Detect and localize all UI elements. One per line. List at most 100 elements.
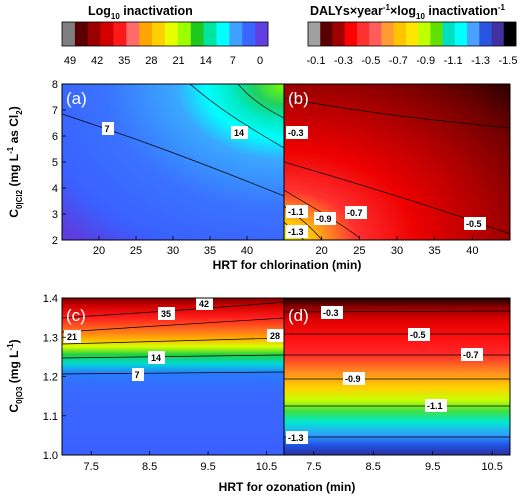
colorbar-swatch bbox=[369, 22, 382, 46]
x-tick-label: 25 bbox=[353, 245, 365, 257]
y-tick-label: 1.2 bbox=[43, 372, 58, 384]
colorbar-swatch bbox=[139, 22, 153, 46]
y-tick-label: 6 bbox=[52, 131, 58, 143]
colorbar-swatch bbox=[467, 22, 480, 46]
contour-label-bg bbox=[132, 368, 144, 381]
contour-label: -0.5 bbox=[466, 219, 482, 229]
contour-label: 35 bbox=[161, 309, 171, 319]
colorbar-swatch bbox=[62, 22, 76, 46]
colorbar-tick-label: 14 bbox=[200, 55, 212, 67]
colorbar-swatch bbox=[344, 22, 358, 46]
contour-label: 7 bbox=[135, 370, 140, 380]
x-tick-label: 7.5 bbox=[84, 461, 99, 473]
colorbar-frame bbox=[61, 21, 269, 47]
contour-line bbox=[62, 113, 284, 197]
y-tick-label: 1.0 bbox=[43, 450, 58, 462]
contour-label-bg bbox=[321, 306, 343, 319]
contour-label-bg bbox=[345, 206, 367, 219]
contour-label-bg bbox=[286, 205, 308, 218]
contour-label: -0.5 bbox=[410, 330, 426, 340]
colorbar-swatch bbox=[203, 22, 217, 46]
contour-line bbox=[237, 84, 284, 119]
contour-label: -0.3 bbox=[288, 128, 304, 138]
colorbar-tick-label: 35 bbox=[118, 55, 130, 67]
colorbar-swatch bbox=[242, 22, 256, 46]
x-tick-label: 40 bbox=[241, 245, 253, 257]
colorbar-tick-label: -1.5 bbox=[499, 55, 518, 67]
colorbar-tick-label: -1.3 bbox=[471, 55, 490, 67]
colorbar-swatch bbox=[87, 22, 101, 46]
contour-label: 21 bbox=[67, 332, 77, 342]
contour-label: 42 bbox=[199, 299, 209, 309]
contour-label-bg bbox=[196, 297, 213, 310]
x-tick-label: 20 bbox=[93, 245, 105, 257]
contour-label-bg bbox=[148, 351, 165, 364]
colorbar-swatch bbox=[308, 22, 321, 46]
colorbar-tick-label: 42 bbox=[91, 55, 103, 67]
y-tick-label: 4 bbox=[52, 183, 58, 195]
contour-label-bg bbox=[286, 225, 308, 238]
contour-line bbox=[62, 371, 284, 375]
panel-d-heatmap bbox=[284, 298, 510, 455]
colorbar-tick-label: -0.9 bbox=[416, 55, 435, 67]
colorbar-swatch bbox=[177, 22, 192, 46]
contour-label: 14 bbox=[151, 353, 161, 363]
x-tick-label: 9.5 bbox=[425, 461, 440, 473]
colorbar-swatch bbox=[381, 22, 394, 46]
x-tick-label: 40 bbox=[466, 245, 478, 257]
colorbar-swatch bbox=[491, 22, 505, 46]
contour-label-bg bbox=[408, 328, 430, 341]
contour-line bbox=[284, 97, 510, 129]
colorbar-swatch bbox=[405, 22, 419, 46]
contour-line bbox=[62, 301, 284, 319]
y-tick-label: 1.4 bbox=[43, 293, 58, 305]
right-colorbar-title: DALYs×year-1×log10 inactivation-1 bbox=[310, 3, 506, 21]
x-tick-label: 10.5 bbox=[481, 461, 502, 473]
panel-letter-c: (c) bbox=[66, 306, 86, 325]
contour-label-bg bbox=[231, 126, 248, 139]
contour-label: -0.7 bbox=[347, 208, 363, 218]
x-tick-label: 35 bbox=[429, 245, 441, 257]
colorbar-tick-label: -0.5 bbox=[361, 55, 380, 67]
colorbar-swatch bbox=[229, 22, 243, 46]
colorbar-tick-label: -1.1 bbox=[444, 55, 463, 67]
contour-line bbox=[62, 354, 284, 359]
contour-label-bg bbox=[343, 372, 365, 385]
colorbar-swatch bbox=[100, 22, 114, 46]
contour-label-bg bbox=[286, 126, 308, 139]
contour-line bbox=[62, 337, 284, 345]
top-y-axis-label: C0|Cl2 (mg L-1 as Cl2) bbox=[6, 106, 24, 217]
contour-label: 28 bbox=[270, 331, 280, 341]
bottom-x-axis-label: HRT for ozonation (min) bbox=[219, 480, 356, 494]
bottom-y-axis-label: C0|O3 (mg L-1) bbox=[6, 339, 24, 412]
contour-label: -0.3 bbox=[323, 308, 339, 318]
x-tick-label: 10.5 bbox=[256, 461, 277, 473]
top-x-axis-label: HRT for chlorination (min) bbox=[213, 258, 362, 272]
colorbar-swatch bbox=[332, 22, 346, 46]
right-colorbar: -0.1 -0.3 -0.5 -0.7 -0.9 -1.1 -1.3 -1.5 bbox=[307, 21, 518, 67]
axis-ticks: 2 3 4 5 6 7 8 20 25 30 35 40 20 25 30 35 40 1.0 1.1 1.2 1.3 1… bbox=[43, 79, 503, 473]
colorbar-swatch bbox=[479, 22, 492, 46]
colorbar-tick-label: -0.1 bbox=[307, 55, 326, 67]
contour-label: -1.3 bbox=[288, 227, 304, 237]
x-tick-label: 8.5 bbox=[142, 461, 157, 473]
colorbar-swatch bbox=[503, 22, 517, 46]
contour-label-bg bbox=[286, 431, 308, 444]
left-colorbar-title: Log10 inactivation bbox=[88, 4, 193, 21]
x-tick-label: 30 bbox=[391, 245, 403, 257]
y-tick-label: 2 bbox=[52, 235, 58, 247]
panel-d: -0.3 -0.5 -0.7 -0.9 -1.1 -1.3 (d) bbox=[284, 298, 510, 455]
left-colorbar: 49 42 35 28 21 14 7 0 bbox=[61, 21, 269, 67]
contour-label: -1.1 bbox=[288, 207, 304, 217]
contour-label: 14 bbox=[234, 128, 244, 138]
colorbar-swatch bbox=[320, 22, 333, 46]
contour-label: -0.7 bbox=[463, 350, 479, 360]
contour-label: 7 bbox=[105, 124, 110, 134]
y-tick-label: 5 bbox=[52, 157, 58, 169]
contour-label-bg bbox=[464, 217, 486, 230]
colorbar-swatch bbox=[418, 22, 431, 46]
contour-line bbox=[284, 189, 361, 239]
contour-line bbox=[189, 84, 284, 149]
x-tick-label: 8.5 bbox=[366, 461, 381, 473]
